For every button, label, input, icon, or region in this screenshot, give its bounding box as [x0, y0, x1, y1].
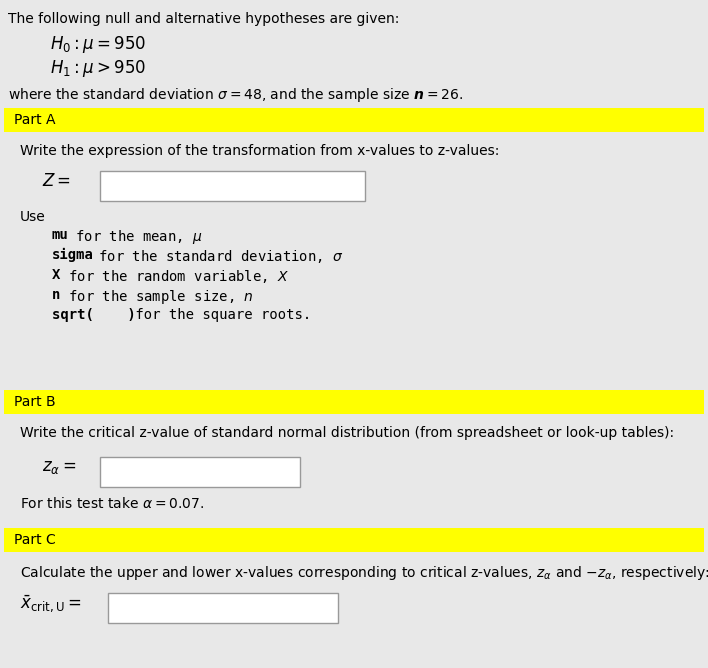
Text: $H_0 : \mu = 950$: $H_0 : \mu = 950$: [50, 34, 146, 55]
Text: Part A: Part A: [14, 113, 55, 127]
Bar: [108, 593, 338, 623]
Text: Part B: Part B: [14, 395, 56, 409]
Text: $H_1 : \mu > 950$: $H_1 : \mu > 950$: [50, 58, 146, 79]
Text: for the random variable, $\mathit{X}$: for the random variable, $\mathit{X}$: [59, 268, 288, 285]
Text: $z_{\alpha} =$: $z_{\alpha} =$: [42, 458, 76, 476]
Text: n: n: [52, 288, 60, 302]
Text: mu: mu: [52, 228, 69, 242]
Text: Calculate the upper and lower x-values corresponding to critical z-values, $z_{\: Calculate the upper and lower x-values c…: [20, 564, 708, 582]
Text: for the standard deviation, $\sigma$: for the standard deviation, $\sigma$: [89, 248, 343, 265]
Text: X: X: [52, 268, 60, 282]
Text: sqrt(    ): sqrt( ): [52, 308, 136, 322]
Text: where the standard deviation $\sigma = 48$, and the sample size $\boldsymbol{n} : where the standard deviation $\sigma = 4…: [8, 86, 463, 104]
Text: for the mean, $\mu$: for the mean, $\mu$: [67, 228, 202, 246]
Bar: [4, 390, 704, 414]
Text: for the sample size, $\mathit{n}$: for the sample size, $\mathit{n}$: [59, 288, 253, 306]
Text: For this test take $\alpha = 0.07$.: For this test take $\alpha = 0.07$.: [20, 496, 204, 511]
Text: $\mathit{\bar{x}}_{\mathrm{crit,U}} =$: $\mathit{\bar{x}}_{\mathrm{crit,U}} =$: [20, 594, 82, 615]
Bar: [4, 108, 704, 132]
Text: for the square roots.: for the square roots.: [127, 308, 312, 322]
Text: $\mathit{Z} =$: $\mathit{Z} =$: [42, 172, 71, 190]
Text: sigma: sigma: [52, 248, 94, 262]
Bar: [100, 457, 300, 487]
Text: Write the expression of the transformation from x-values to z-values:: Write the expression of the transformati…: [20, 144, 499, 158]
Text: The following null and alternative hypotheses are given:: The following null and alternative hypot…: [8, 12, 399, 26]
Bar: [100, 171, 365, 201]
Text: Write the critical z-value of standard normal distribution (from spreadsheet or : Write the critical z-value of standard n…: [20, 426, 674, 440]
Bar: [4, 528, 704, 552]
Text: Use: Use: [20, 210, 46, 224]
Text: Part C: Part C: [14, 533, 56, 547]
